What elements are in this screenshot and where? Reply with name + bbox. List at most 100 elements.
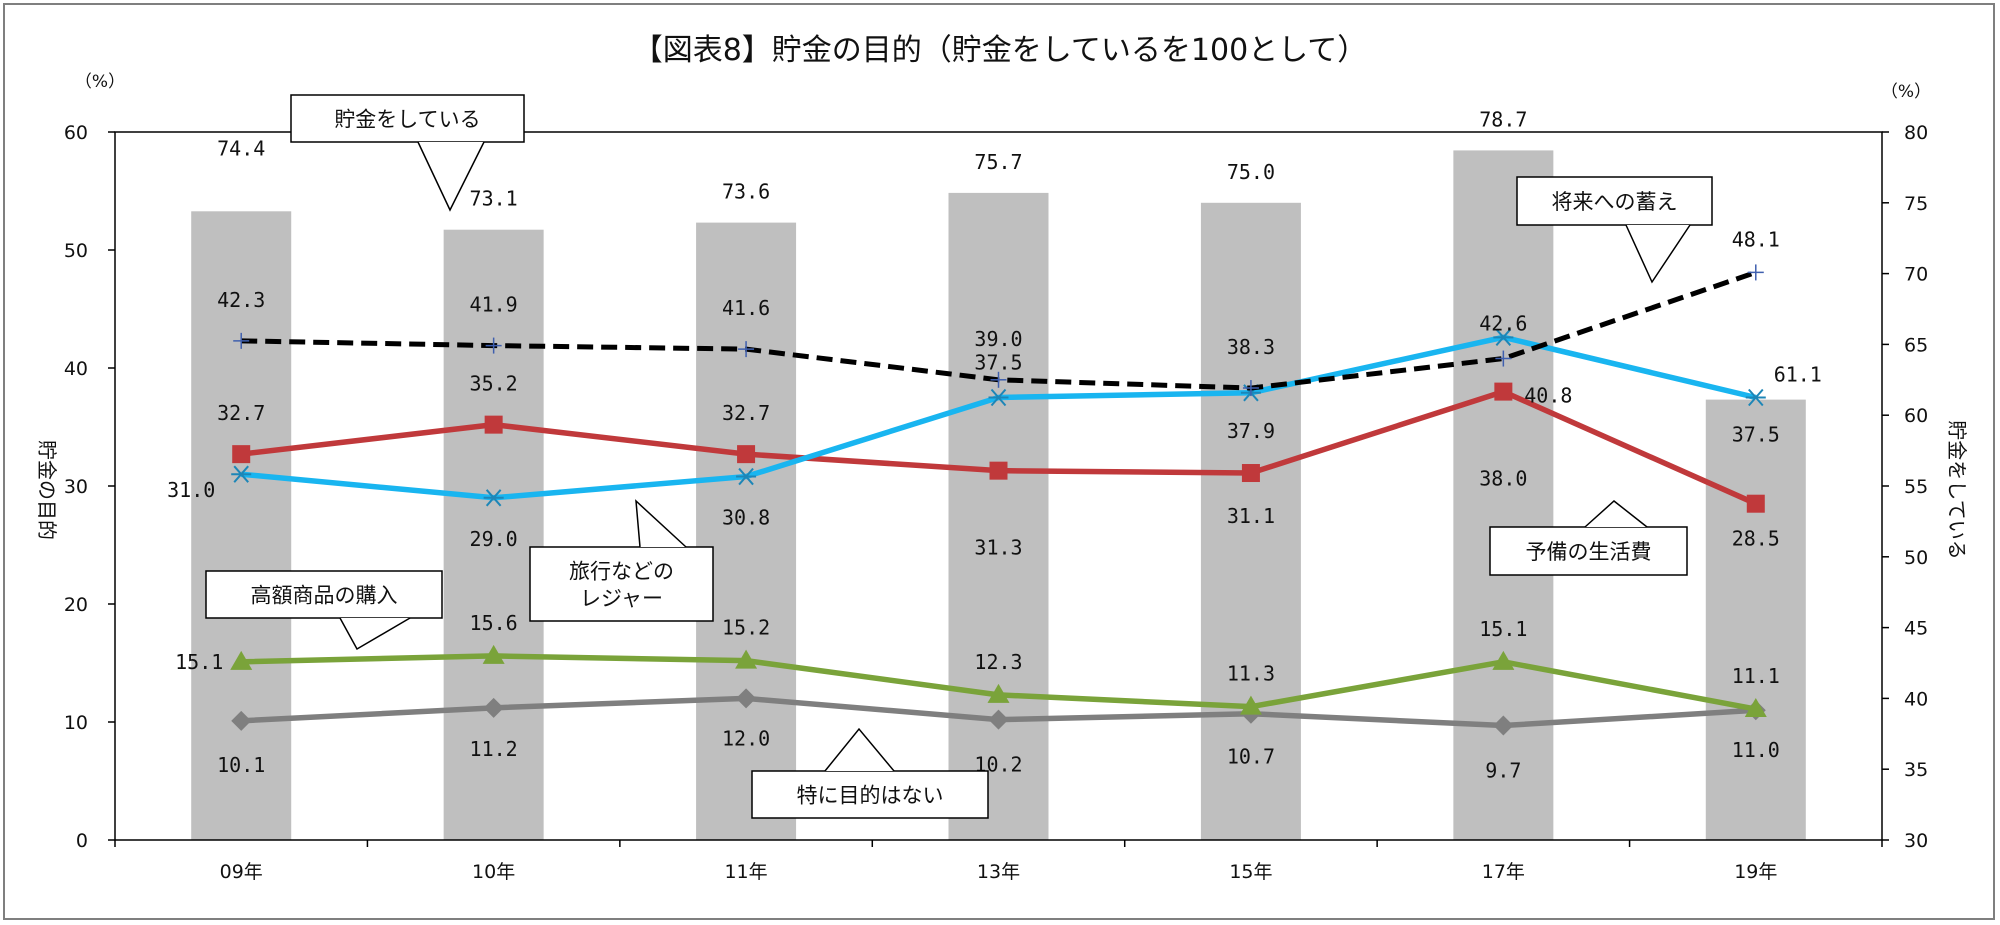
marker-s2-4 [1241,464,1260,483]
callout-pointer-fill [825,729,894,771]
marker-s0-4 [1242,380,1259,397]
marker-s2-0 [232,445,251,464]
line-data-label: 37.9 [1227,419,1275,443]
marker-s1-5-stroke [1495,328,1512,346]
bars-layer [191,150,1806,841]
y2-tick-label: 35 [1904,759,1928,781]
marker-s2-1-shape [484,415,503,434]
y2-axis-title: 貯金をしている [1945,420,1969,559]
marker-s3-5 [1492,650,1515,670]
callout-pointer [635,499,687,548]
callout-0: 貯金をしている [290,94,525,212]
marker-s1-5 [1493,328,1514,346]
marker-s2-5-shape [1494,382,1513,401]
marker-s3-6 [1744,698,1767,718]
marker-s1-0-stroke [233,465,249,483]
line-data-label: 12.3 [974,650,1022,674]
marker-s2-2-shape [737,445,756,464]
x-tick-label: 11年 [724,861,767,883]
line-data-label: 11.1 [1732,664,1780,688]
y-tick-label: 60 [64,122,88,144]
marker-s2-4-shape [1241,464,1260,483]
marker-s2-2 [737,445,756,464]
marker-s1-6-stroke [1748,388,1764,407]
marker-s4-1-shape [483,697,504,718]
chart-title: 【図表8】貯金の目的（貯金をしているを100として） [633,33,1368,68]
y-tick-label: 30 [64,476,88,498]
marker-s2-1 [484,415,503,434]
marker-s4-2-shape [736,688,757,709]
marker-s3-2-shape [735,649,758,669]
marker-s2-0-shape [232,445,251,464]
marker-s4-1 [483,697,504,718]
y-axis-title: 貯金の目的 [35,440,59,540]
line-data-label: 10.7 [1227,745,1275,769]
marker-s3-3 [987,683,1010,703]
y2-tick-label: 55 [1904,476,1928,498]
callout-3: 予備の生活費 [1489,500,1688,576]
callout-5: 特に目的はない [751,727,989,819]
marker-s0-5 [1495,350,1512,367]
callout-pointer-fill [1585,501,1647,527]
bar-1 [443,229,544,841]
callout-pointer [824,727,895,772]
marker-s3-1 [482,644,505,664]
x-tick-label: 17年 [1482,861,1525,883]
line-data-label: 35.2 [470,372,518,396]
callout-text: 将来への蓄え [1552,190,1678,214]
line-data-label: 30.8 [722,506,770,530]
marker-s4-3-shape [988,709,1009,730]
line-data-label: 39.0 [974,327,1022,351]
labels-layer: 74.4 73.1 73.6 75.7 75.0 78.7 61.1 42.3 41.9 41.6… [167,107,1822,782]
y2-tick-label: 45 [1904,618,1928,640]
line-data-label: 11.2 [470,737,518,761]
line-data-label: 9.7 [1485,759,1521,783]
callout-text: 貯金をしている [334,108,480,132]
y-tick-label: 20 [64,594,88,616]
x-tick-label: 13年 [977,861,1020,883]
callout-text: レジャー [580,587,663,611]
marker-s0-2 [738,341,755,358]
callout-box [529,546,714,622]
marker-s4-2 [736,688,757,709]
callout-pointer [1584,500,1648,528]
axes-layer: 0 10 20 30 40 50 60 30 35 40 45 50 55 60 65 70 75 80 09年 10… [64,122,1928,883]
line-data-label: 15.6 [470,611,518,635]
y-tick-label: 0 [76,830,88,852]
line-data-label: 42.3 [217,288,265,312]
marker-s4-5 [1493,715,1514,736]
line-data-label: 41.6 [722,296,770,320]
line-data-label: 37.5 [1732,423,1780,447]
line-data-label: 15.1 [1479,617,1527,641]
line-data-label: 38.0 [1479,467,1527,491]
callout-pointer [417,141,485,212]
bar-data-label: 73.1 [470,187,518,211]
marker-s1-0 [231,465,252,483]
callout-box [205,570,443,619]
y2-tick-label: 70 [1904,264,1928,286]
line-data-label: 31.0 [167,478,215,502]
left-unit-label: （%） [75,72,125,92]
callout-text: 旅行などの [569,560,674,584]
bar-data-label: 75.0 [1227,160,1275,184]
marker-s3-0 [230,650,253,670]
line-data-label: 38.3 [1227,335,1275,359]
marker-s3-2 [735,649,758,669]
marker-s2-6 [1746,494,1765,513]
callout-pointer [1625,224,1691,284]
line-data-label: 31.3 [974,536,1022,560]
callout-4: 高額商品の購入 [205,570,443,651]
y-tick-label: 40 [64,358,88,380]
callout-box [1516,176,1713,226]
marker-s4-3 [988,709,1009,730]
bar-data-label: 78.7 [1479,107,1527,131]
marker-s2-5 [1494,382,1513,401]
y-tick-label: 10 [64,712,88,734]
marker-s1-3 [988,388,1009,407]
line-data-label: 11.3 [1227,662,1275,686]
bar-3 [948,192,1049,840]
y-tick-label: 50 [64,240,88,262]
y2-tick-label: 30 [1904,830,1928,852]
